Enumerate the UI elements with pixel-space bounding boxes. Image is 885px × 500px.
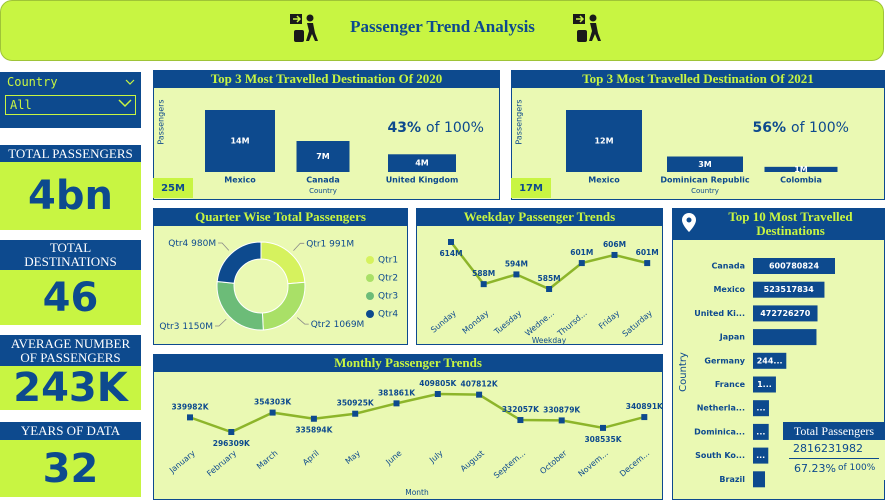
- kpi-label: TOTAL PASSENGERS: [0, 145, 141, 162]
- panel-title: Top 10 Most Travelled Destinations: [672, 208, 885, 240]
- panel-title: Weekday Passenger Trends: [416, 208, 663, 226]
- total-card-rule: [789, 458, 879, 459]
- panel: [153, 208, 408, 345]
- kpi-value: 4bn: [0, 162, 141, 230]
- kpi-label: TOTAL DESTINATIONS: [0, 240, 141, 270]
- filter-dropdown[interactable]: All: [5, 95, 136, 115]
- panel: [153, 354, 663, 500]
- panel: [153, 70, 500, 200]
- kpi-value: 46: [0, 270, 141, 325]
- total-card-title: Total Passengers: [783, 422, 885, 440]
- panel-title: Quarter Wise Total Passengers: [153, 208, 408, 226]
- total-card-share: 67.23%: [794, 462, 836, 475]
- total-card-value: 2816231982: [793, 442, 863, 455]
- panel-title: Top 3 Most Travelled Destination Of 2020: [153, 70, 500, 88]
- header-title: Passenger Trend Analysis: [350, 17, 535, 36]
- panel-title: Monthly Passenger Trends: [153, 354, 663, 372]
- kpi-value: 243K: [0, 365, 141, 411]
- panel: [511, 70, 885, 200]
- kpi-value: 32: [0, 440, 141, 497]
- panel: [416, 208, 663, 345]
- kpi-label: AVERAGE NUMBER OF PASSENGERS: [0, 335, 141, 366]
- header: [0, 0, 884, 61]
- total-card-share-of: of 100%: [838, 463, 876, 473]
- filter-panel: [0, 72, 141, 128]
- panel-title: Top 3 Most Travelled Destination Of 2021: [511, 70, 885, 88]
- kpi-label: YEARS OF DATA: [0, 422, 141, 440]
- filter-label: Country: [7, 75, 58, 89]
